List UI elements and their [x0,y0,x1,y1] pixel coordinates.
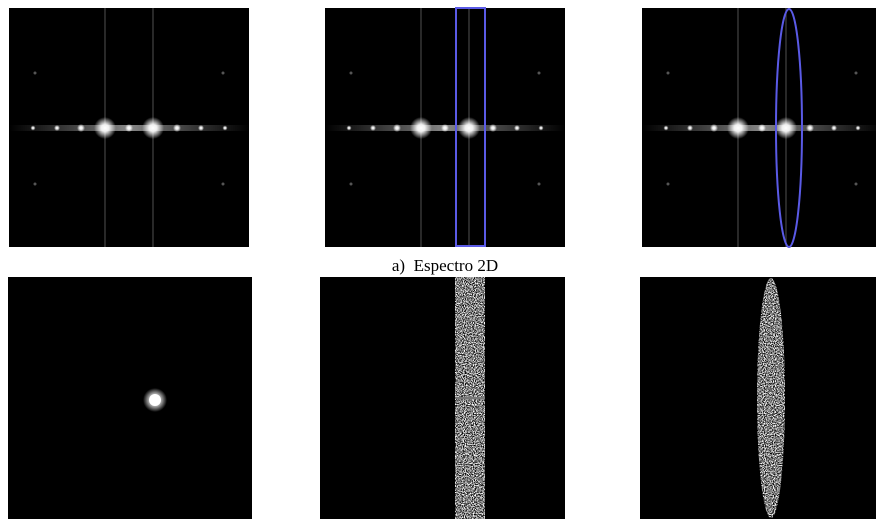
blob-core [149,394,161,406]
spectrum-image [642,8,876,247]
caption: a) Espectro 2D [392,256,498,275]
filtered-image [320,277,565,519]
filtered-image [8,277,252,519]
spectrum-image [9,8,249,247]
spectrum-image [325,8,565,247]
noise-ellipse [757,277,785,519]
page: a) Espectro 2D (() => { const data = JSO… [0,0,876,519]
figure: a) Espectro 2D [0,0,876,519]
